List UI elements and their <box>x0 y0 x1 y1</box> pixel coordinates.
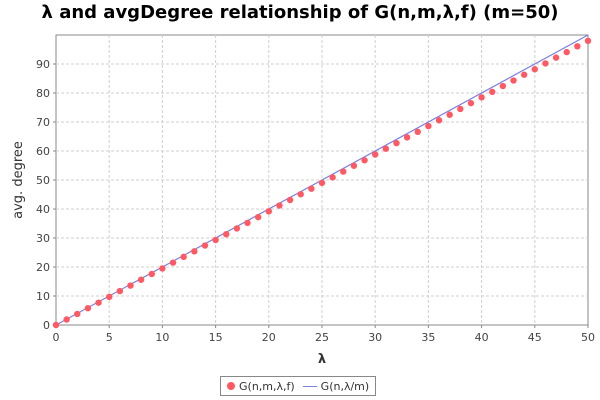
x-tick-label: 35 <box>421 331 435 344</box>
y-axis-ticks: 0 10 20 30 40 50 60 70 80 90 <box>36 58 56 332</box>
x-tick-label: 20 <box>262 331 276 344</box>
x-tick-label: 30 <box>368 331 382 344</box>
scatter-point <box>159 265 166 272</box>
scatter-point <box>223 231 230 238</box>
scatter-point <box>489 88 496 96</box>
scatter-point <box>531 66 538 73</box>
x-tick-label: 15 <box>209 331 223 344</box>
chart-title: λ and avgDegree relationship of G(n,m,λ,… <box>41 2 559 23</box>
y-tick-label: 10 <box>36 290 50 303</box>
x-axis-ticks: 0 5 10 15 20 25 30 35 40 45 50 <box>53 325 595 344</box>
y-tick-label: 50 <box>36 174 50 187</box>
scatter-point <box>425 122 432 130</box>
x-tick-label: 45 <box>528 331 542 344</box>
y-tick-label: 40 <box>36 203 50 216</box>
scatter-point <box>414 128 421 136</box>
legend-label-scatter: G(n,m,λ,f) <box>239 379 295 393</box>
scatter-point <box>74 310 81 318</box>
scatter-point <box>286 196 294 204</box>
scatter-point <box>372 151 379 158</box>
legend-item-scatter: G(n,m,λ,f) <box>227 380 295 393</box>
scatter-point <box>361 157 368 164</box>
scatter-point <box>63 316 70 323</box>
scatter-point <box>201 242 209 249</box>
scatter-point <box>212 236 219 244</box>
scatter-point <box>457 105 464 113</box>
x-tick-label: 10 <box>155 331 169 344</box>
scatter-point <box>244 219 251 227</box>
scatter-point <box>116 287 124 295</box>
scatter-point <box>446 111 453 118</box>
scatter-point <box>106 293 113 301</box>
scatter-point <box>308 185 315 192</box>
y-tick-label: 60 <box>36 145 50 158</box>
scatter-point <box>552 54 560 61</box>
scatter-point <box>84 304 92 312</box>
scatter-point <box>329 174 336 181</box>
scatter-point <box>52 321 60 329</box>
scatter-point <box>574 43 581 50</box>
legend-item-line: G(n,λ/m) <box>302 379 370 393</box>
scatter-point <box>499 82 507 90</box>
scatter-point <box>563 48 570 56</box>
legend: G(n,m,λ,f) G(n,λ/m) <box>220 376 377 396</box>
x-axis-label: λ <box>318 352 326 367</box>
scatter-point <box>478 94 485 101</box>
x-tick-label: 40 <box>475 331 489 344</box>
scatter-point <box>254 213 262 221</box>
legend-dot-icon <box>227 382 235 390</box>
x-tick-label: 50 <box>581 331 595 344</box>
series-layer <box>52 34 592 329</box>
scatter-point <box>382 145 390 152</box>
scatter-point <box>542 60 549 67</box>
y-tick-label: 20 <box>36 261 50 274</box>
scatter-point <box>318 179 326 187</box>
x-tick-label: 5 <box>106 331 113 344</box>
y-tick-label: 80 <box>36 87 50 100</box>
y-tick-label: 30 <box>36 232 50 245</box>
scatter-point <box>276 202 283 209</box>
scatter-point <box>95 299 102 306</box>
scatter-point <box>191 248 198 255</box>
scatter-point <box>148 270 155 278</box>
y-tick-label: 90 <box>36 58 50 71</box>
scatter-point <box>403 134 411 141</box>
scatter-point <box>265 208 272 215</box>
scatter-point <box>340 168 347 175</box>
legend-label-line: G(n,λ/m) <box>320 379 370 393</box>
y-tick-label: 0 <box>43 319 50 332</box>
scatter-point <box>137 276 145 283</box>
scatter-point <box>435 117 443 124</box>
x-tick-label: 25 <box>315 331 329 344</box>
y-tick-label: 70 <box>36 116 50 129</box>
legend-line-icon <box>302 385 317 387</box>
scatter-point <box>584 37 592 44</box>
x-tick-label: 0 <box>53 331 60 344</box>
scatter-point <box>467 99 475 107</box>
scatter-point <box>393 139 400 147</box>
scatter-point <box>510 77 517 84</box>
y-axis-label: avg. degree <box>11 141 26 219</box>
scatter-point <box>297 191 304 198</box>
scatter-point <box>520 71 528 78</box>
scatter-point <box>127 282 134 289</box>
scatter-point <box>350 162 358 169</box>
scatter-point <box>180 253 187 261</box>
scatter-point <box>233 225 241 232</box>
scatter-point <box>169 259 177 266</box>
